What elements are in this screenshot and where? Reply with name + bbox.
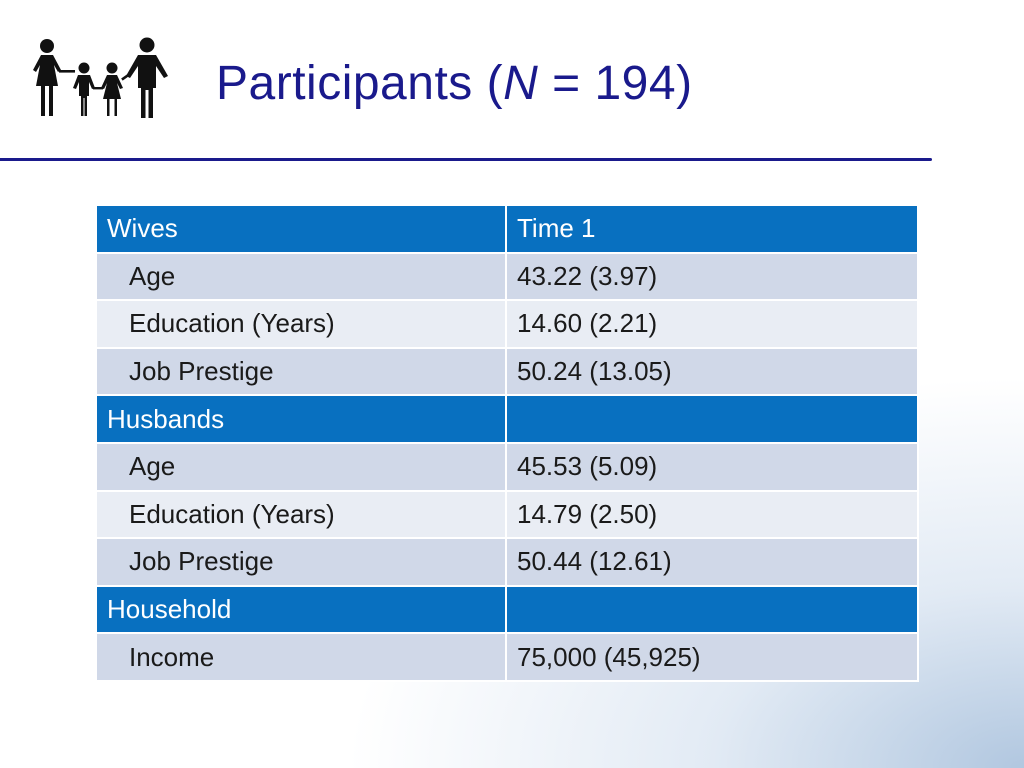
group-header-label: Household <box>95 584 507 635</box>
family-icon <box>33 37 168 118</box>
table-row: Age 43.22 (3.97) <box>95 251 919 302</box>
row-value: 50.44 (12.61) <box>505 537 919 587</box>
table-group-header: Husbands <box>95 394 919 444</box>
table-row: Income 75,000 (45,925) <box>95 632 919 682</box>
row-label: Job Prestige <box>95 537 507 587</box>
table-row: Education (Years) 14.79 (2.50) <box>95 489 919 540</box>
row-label: Education (Years) <box>95 299 507 349</box>
table-row: Education (Years) 14.60 (2.21) <box>95 299 919 349</box>
row-label: Education (Years) <box>95 489 507 540</box>
title-italic: N <box>503 57 539 110</box>
title-divider <box>0 158 932 161</box>
table-group-header: Wives Time 1 <box>95 204 919 254</box>
group-header-value: Time 1 <box>505 204 919 254</box>
group-header-value <box>505 394 919 444</box>
page-title: Participants (N = 194) <box>216 60 693 108</box>
table-row: Job Prestige 50.24 (13.05) <box>95 346 919 397</box>
row-value: 50.24 (13.05) <box>505 346 919 397</box>
row-label: Job Prestige <box>95 346 507 397</box>
row-value: 14.79 (2.50) <box>505 489 919 540</box>
row-value: 14.60 (2.21) <box>505 299 919 349</box>
row-label: Age <box>95 441 507 492</box>
row-label: Income <box>95 632 507 682</box>
row-value: 45.53 (5.09) <box>505 441 919 492</box>
group-header-value <box>505 584 919 635</box>
row-value: 43.22 (3.97) <box>505 251 919 302</box>
row-label: Age <box>95 251 507 302</box>
participants-table: Wives Time 1 Age 43.22 (3.97) Education … <box>95 204 919 682</box>
table-row: Job Prestige 50.44 (12.61) <box>95 537 919 587</box>
group-header-label: Wives <box>95 204 507 254</box>
table-group-header: Household <box>95 584 919 635</box>
row-value: 75,000 (45,925) <box>505 632 919 682</box>
title-prefix: Participants ( <box>216 57 504 110</box>
group-header-label: Husbands <box>95 394 507 444</box>
table-row: Age 45.53 (5.09) <box>95 441 919 492</box>
title-suffix: = 194) <box>538 57 693 110</box>
